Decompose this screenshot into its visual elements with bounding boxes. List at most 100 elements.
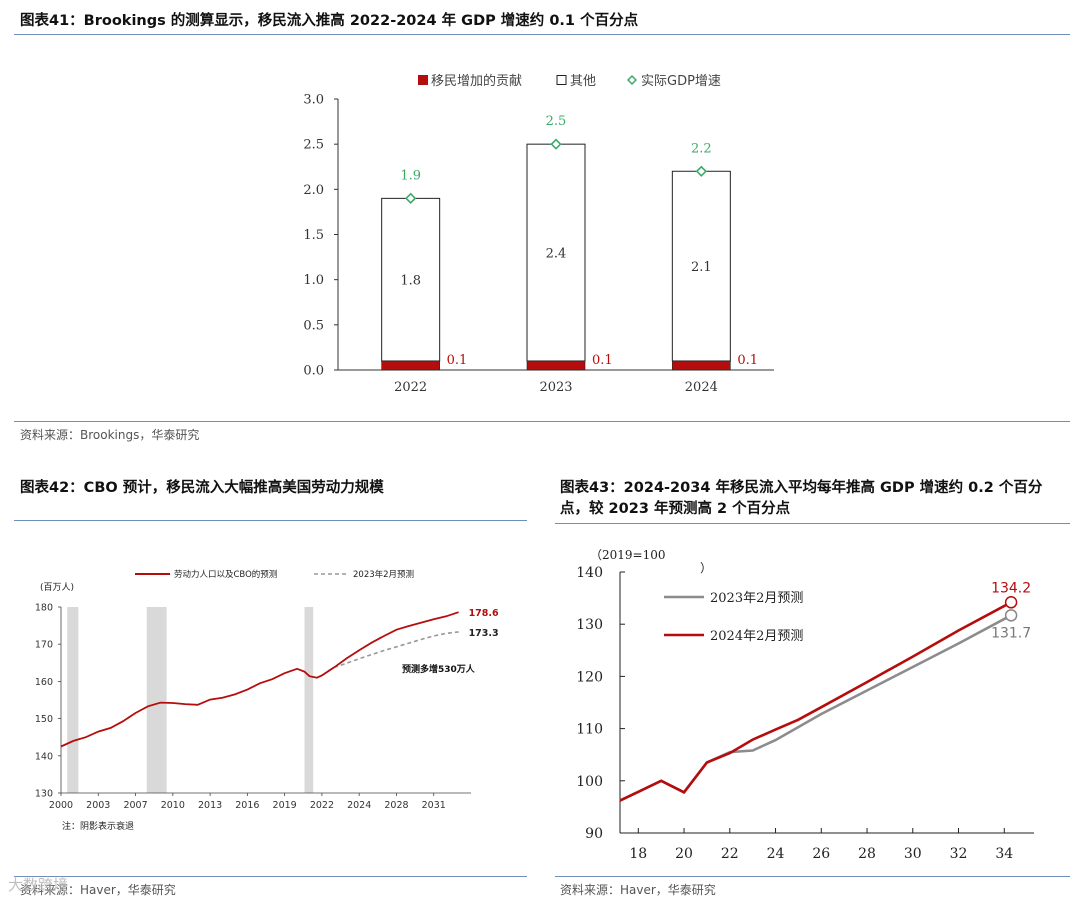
fig41-y-tick-label: 0.5: [303, 318, 324, 333]
fig42-title: 图表42：CBO 预计，移民流入大幅推高美国劳动力规模: [20, 480, 384, 496]
watermark: 大数跨境: [8, 876, 69, 894]
fig42-x-tick-label: 2013: [198, 800, 222, 811]
fig42-source-rule: [14, 876, 527, 877]
fig42-series-2023-forecast: [327, 631, 459, 672]
fig42-x-tick-label: 2007: [123, 800, 147, 811]
fig42-x-tick-label: 2022: [310, 800, 334, 811]
fig43-x-tick-label: 28: [858, 846, 876, 862]
fig41-bar-immigration: [526, 360, 586, 371]
fig43-x-tick-label: 18: [629, 846, 647, 862]
fig42-note: 注：阴影表示衰退: [62, 820, 134, 832]
fig41-source: 资料来源：Brookings，华泰研究: [20, 428, 200, 442]
fig41-gdp-label: 2.5: [546, 114, 567, 129]
fig42-x-tick-label: 2010: [161, 800, 185, 811]
fig43-x-tick-label: 34: [995, 846, 1013, 862]
fig41-immigration-label: 0.1: [737, 353, 758, 368]
fig41-gdp-marker: [550, 138, 562, 150]
fig42-end-label-new: 178.6: [469, 608, 499, 619]
fig41-bar-immigration: [381, 360, 440, 371]
fig42-x-tick-label: 2000: [49, 800, 73, 811]
fig41-title-rule: [14, 34, 1070, 35]
fig42-x-tick-label: 2028: [384, 800, 408, 811]
fig42-unit-label: (百万人): [40, 582, 74, 593]
fig42-title-rule: [14, 520, 527, 521]
fig42-recession-band: [67, 607, 79, 793]
fig43-title-line1: 图表43：2024-2034 年移民流入平均每年推高 GDP 增速约 0.2 个…: [560, 480, 1043, 496]
fig43-y-tick-label: 110: [576, 722, 603, 738]
fig43-legend-label-2024-forecast: 2024年2月预测: [710, 629, 803, 644]
fig43-end-marker-old: [1004, 609, 1018, 622]
fig41-title: 图表41：Brookings 的测算显示，移民流入推高 2022-2024 年 …: [20, 13, 639, 29]
fig43-x-tick-label: 24: [767, 846, 785, 862]
fig41-legend-swatch-immigration: [418, 75, 428, 85]
fig43-legend-label-2023-forecast: 2023年2月预测: [710, 591, 803, 606]
fig43-end-label-old: 131.7: [991, 625, 1031, 641]
fig41-x-tick-label: 2024: [685, 380, 718, 395]
fig42-x-tick-label: 2031: [422, 800, 446, 811]
fig41-legend-label-immigration: 移民增加的贡献: [431, 73, 522, 89]
fig42-x-tick-label: 2016: [235, 800, 259, 811]
fig42-y-tick-label: 150: [35, 714, 53, 725]
fig43-y-tick-label: 140: [576, 565, 603, 581]
fig42-x-tick-label: 2019: [273, 800, 297, 811]
fig41-chart: 0.0 0.5 1.0 1.5 2.0 2.5 3.0 1.8 0.1 1.9 2022 2.4 0.1…: [303, 73, 774, 395]
fig41-source-rule: [14, 421, 1070, 422]
fig42-chart: 130 140 150 160 170 180 2000 2003 2007 2010 2013 20…: [35, 569, 499, 832]
fig41-y-tick-label: 2.0: [303, 183, 324, 198]
fig42-series-labor-force: [60, 611, 459, 748]
fig41-other-label: 2.4: [546, 247, 567, 262]
fig41-legend-swatch-other: [556, 75, 567, 85]
fig43-x-tick-label: 20: [675, 846, 693, 862]
fig41-immigration-label: 0.1: [592, 353, 613, 368]
fig41-legend-swatch-gdp: [626, 74, 638, 86]
fig41-legend-label-gdp: 实际GDP增速: [641, 74, 721, 89]
fig41-y-tick-label: 1.5: [303, 228, 324, 243]
fig41-y-tick-label: 1.0: [303, 273, 324, 288]
fig41-x-tick-label: 2023: [539, 380, 572, 395]
fig43-y-tick-label: 90: [585, 826, 603, 842]
fig43-source: 资料来源：Haver，华泰研究: [560, 883, 716, 897]
fig43-unit-label: （2019=100: [590, 548, 666, 562]
fig41-y-tick-label: 2.5: [303, 138, 324, 153]
fig42-legend-label-labor-force: 劳动力人口以及CBO的预测: [174, 569, 277, 580]
fig42-annotation: 预测多增530万人: [402, 663, 476, 675]
fig43-series-2024-forecast: [619, 601, 1012, 802]
fig42-recession-band: [146, 607, 167, 793]
fig42-source: 资料来源：Haver，华泰研究: [20, 883, 176, 897]
fig43-y-tick-label: 130: [576, 617, 603, 633]
fig43-series-2023-forecast: [619, 614, 1012, 802]
fig43-title-rule: [555, 523, 1070, 524]
fig42-y-tick-label: 170: [35, 640, 53, 651]
fig43-y-tick-label: 120: [576, 669, 603, 685]
fig41-bar-other: [526, 143, 586, 362]
fig41-bar-immigration: [672, 360, 731, 371]
fig43-x-tick-label: 22: [721, 846, 739, 862]
fig41-gdp-marker: [405, 192, 417, 204]
fig42-legend-label-2023-forecast: 2023年2月预测: [353, 569, 414, 580]
fig41-x-tick-label: 2022: [394, 380, 427, 395]
fig42-y-tick-label: 130: [35, 789, 53, 800]
fig41-gdp-marker: [695, 165, 707, 177]
fig41-other-label: 1.8: [400, 274, 421, 289]
fig41-gdp-label: 1.9: [400, 168, 421, 183]
fig42-y-tick-label: 140: [35, 751, 53, 762]
fig41-other-label: 2.1: [691, 260, 712, 275]
fig42-y-tick-label: 180: [35, 603, 53, 614]
fig41-gdp-label: 2.2: [691, 141, 712, 156]
fig42-x-tick-label: 2024: [347, 800, 371, 811]
fig43-y-tick-label: 100: [576, 774, 603, 790]
fig42-x-tick-label: 2003: [86, 800, 110, 811]
fig43-x-tick-label: 30: [904, 846, 922, 862]
fig41-legend-label-other: 其他: [570, 74, 596, 89]
fig43-end-marker-new: [1004, 596, 1018, 609]
fig41-y-tick-label: 0.0: [303, 364, 324, 379]
fig43-source-rule: [555, 876, 1070, 877]
fig43-x-tick-label: 26: [812, 846, 830, 862]
fig43-title-line2: 点，较 2023 年预测高 2 个百分点: [560, 501, 791, 517]
fig43-end-label-new: 134.2: [991, 580, 1031, 596]
fig41-bar-other: [381, 197, 441, 362]
fig42-y-tick-label: 160: [35, 677, 53, 688]
fig41-y-tick-label: 3.0: [303, 93, 324, 108]
fig42-end-label-old: 173.3: [469, 628, 499, 639]
